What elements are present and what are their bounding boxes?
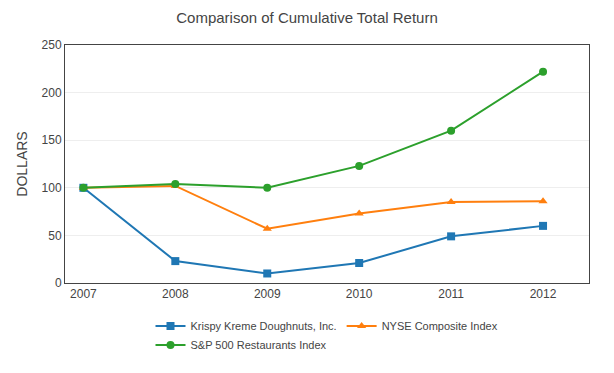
svg-text:200: 200: [42, 86, 62, 100]
svg-text:2012: 2012: [530, 287, 557, 301]
svg-text:NYSE Composite Index: NYSE Composite Index: [382, 320, 498, 332]
svg-text:150: 150: [42, 133, 62, 147]
svg-text:2008: 2008: [162, 287, 189, 301]
svg-text:Comparison of Cumulative Total: Comparison of Cumulative Total Return: [176, 9, 438, 26]
svg-text:Krispy Kreme Doughnuts, Inc.: Krispy Kreme Doughnuts, Inc.: [191, 320, 337, 332]
svg-text:2009: 2009: [254, 287, 281, 301]
svg-text:2011: 2011: [438, 287, 464, 301]
svg-text:250: 250: [42, 38, 62, 52]
svg-text:0: 0: [55, 276, 62, 290]
svg-text:2007: 2007: [70, 287, 97, 301]
svg-text:S&P 500 Restaurants Index: S&P 500 Restaurants Index: [191, 339, 327, 351]
svg-text:100: 100: [42, 181, 62, 195]
svg-text:2010: 2010: [346, 287, 373, 301]
svg-text:50: 50: [48, 229, 62, 243]
svg-text:DOLLARS: DOLLARS: [14, 131, 30, 196]
